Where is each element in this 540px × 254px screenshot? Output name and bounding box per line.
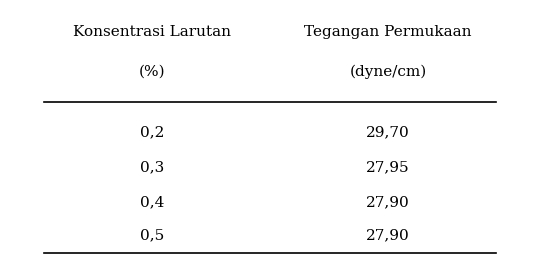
Text: Tegangan Permukaan: Tegangan Permukaan <box>305 25 472 39</box>
Text: 27,90: 27,90 <box>366 228 410 242</box>
Text: 0,4: 0,4 <box>140 195 164 209</box>
Text: 0,5: 0,5 <box>140 228 164 242</box>
Text: (dyne/cm): (dyne/cm) <box>349 65 427 79</box>
Text: 0,2: 0,2 <box>140 125 164 139</box>
Text: 27,95: 27,95 <box>366 160 410 174</box>
Text: 27,90: 27,90 <box>366 195 410 209</box>
Text: (%): (%) <box>138 65 165 79</box>
Text: Konsentrasi Larutan: Konsentrasi Larutan <box>73 25 231 39</box>
Text: 0,3: 0,3 <box>140 160 164 174</box>
Text: 29,70: 29,70 <box>366 125 410 139</box>
